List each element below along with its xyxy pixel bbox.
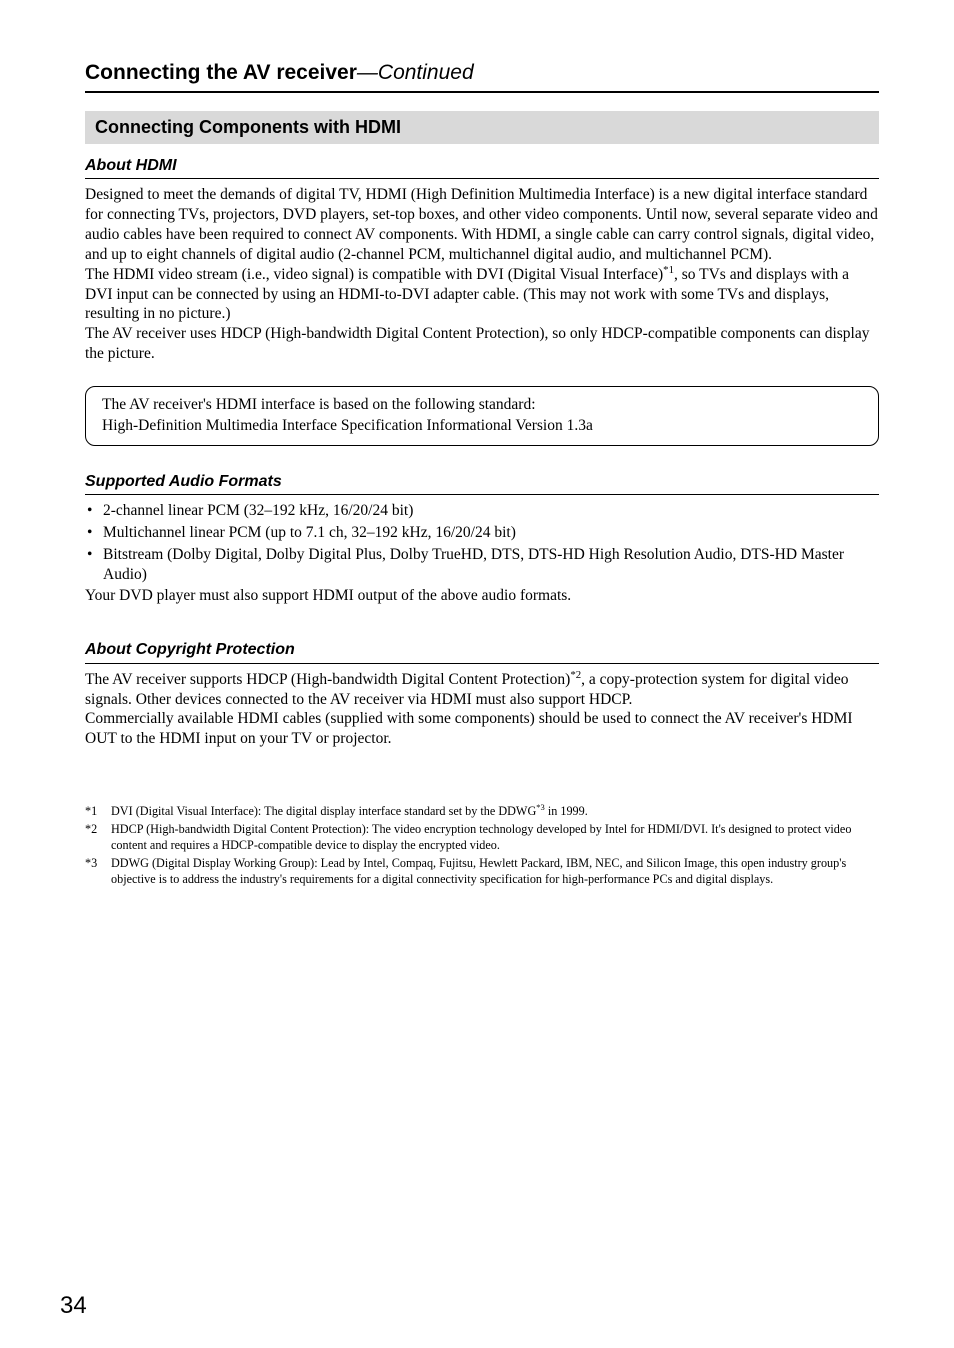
- footnote-ref-3: *3: [536, 802, 545, 812]
- list-item-text: Bitstream (Dolby Digital, Dolby Digital …: [103, 546, 844, 583]
- bullet-icon: •: [87, 501, 92, 521]
- subheading-audio-formats: Supported Audio Formats: [85, 472, 879, 495]
- copyright-p1-pre: The AV receiver supports HDCP (High-band…: [85, 671, 570, 688]
- footnote-pre: HDCP (High-bandwidth Digital Content Pro…: [111, 822, 851, 852]
- about-hdmi-p2-pre: The HDMI video stream (i.e., video signa…: [85, 266, 663, 283]
- page-number: 34: [60, 1291, 87, 1322]
- info-box-line-2: High-Definition Multimedia Interface Spe…: [102, 416, 862, 437]
- footnote-text: DDWG (Digital Display Working Group): Le…: [111, 855, 879, 887]
- page-container: Connecting the AV receiver—Continued Con…: [0, 0, 954, 1348]
- list-item: • Multichannel linear PCM (up to 7.1 ch, …: [85, 523, 879, 543]
- about-hdmi-paragraph-3: The AV receiver uses HDCP (High-bandwidt…: [85, 324, 879, 364]
- section-band: Connecting Components with HDMI: [85, 111, 879, 144]
- page-header: Connecting the AV receiver—Continued: [85, 60, 879, 93]
- list-item-text: 2-channel linear PCM (32–192 kHz, 16/20/…: [103, 502, 413, 519]
- audio-formats-list: • 2-channel linear PCM (32–192 kHz, 16/20…: [85, 501, 879, 584]
- bullet-icon: •: [87, 523, 92, 543]
- bullet-icon: •: [87, 545, 92, 565]
- footnote-2: *2 HDCP (High-bandwidth Digital Content …: [85, 821, 879, 853]
- footnote-pre: DVI (Digital Visual Interface): The digi…: [111, 804, 536, 818]
- page-header-continued: —Continued: [357, 61, 474, 84]
- list-item: • 2-channel linear PCM (32–192 kHz, 16/20…: [85, 501, 879, 521]
- footnote-ref-2: *2: [570, 669, 581, 681]
- page-header-title: Connecting the AV receiver: [85, 61, 357, 84]
- about-hdmi-paragraph-1: Designed to meet the demands of digital …: [85, 185, 879, 264]
- info-box-line-1: The AV receiver's HDMI interface is base…: [102, 395, 862, 416]
- footnote-label: *3: [85, 855, 111, 887]
- footnote-ref-1: *1: [663, 264, 674, 276]
- footnote-label: *1: [85, 803, 111, 819]
- footnotes-block: *1 DVI (Digital Visual Interface): The d…: [85, 803, 879, 887]
- copyright-paragraph-2: Commercially available HDMI cables (supp…: [85, 709, 879, 749]
- info-box: The AV receiver's HDMI interface is base…: [85, 386, 879, 446]
- footnote-text: DVI (Digital Visual Interface): The digi…: [111, 803, 879, 819]
- subheading-about-hdmi: About HDMI: [85, 156, 879, 179]
- footnote-1: *1 DVI (Digital Visual Interface): The d…: [85, 803, 879, 819]
- audio-formats-tail: Your DVD player must also support HDMI o…: [85, 586, 879, 606]
- footnote-pre: DDWG (Digital Display Working Group): Le…: [111, 856, 846, 886]
- footnote-3: *3 DDWG (Digital Display Working Group):…: [85, 855, 879, 887]
- list-item: • Bitstream (Dolby Digital, Dolby Digital…: [85, 545, 879, 585]
- footnote-post: in 1999.: [545, 804, 588, 818]
- copyright-paragraph-1: The AV receiver supports HDCP (High-band…: [85, 670, 879, 710]
- footnote-label: *2: [85, 821, 111, 853]
- list-item-text: Multichannel linear PCM (up to 7.1 ch, 3…: [103, 524, 516, 541]
- footnote-text: HDCP (High-bandwidth Digital Content Pro…: [111, 821, 879, 853]
- subheading-copyright: About Copyright Protection: [85, 640, 879, 663]
- about-hdmi-paragraph-2: The HDMI video stream (i.e., video signa…: [85, 265, 879, 324]
